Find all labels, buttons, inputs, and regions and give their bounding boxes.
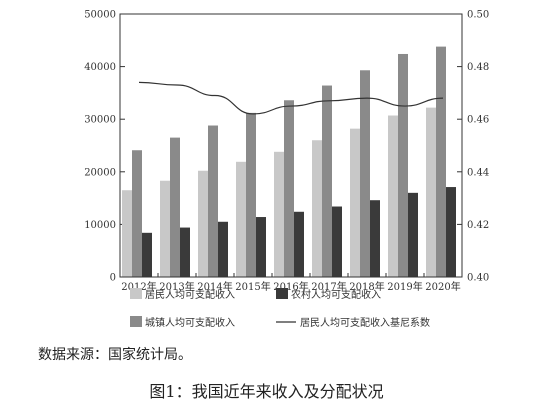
- right-tick-label: 0.44: [467, 167, 489, 178]
- gini-line-series: [138, 81, 444, 115]
- x-tick-label: 2019年: [387, 280, 422, 293]
- left-tick-label: 40000: [84, 62, 116, 73]
- legend-label: 城镇人均可支配收入: [145, 316, 235, 329]
- bar: [208, 125, 218, 278]
- figure-caption: 图1：我国近年来收入及分配状况: [149, 382, 384, 401]
- bar: [218, 221, 228, 277]
- legend-swatch: [276, 288, 288, 299]
- bar: [446, 187, 456, 277]
- bar: [256, 217, 266, 277]
- plot-frame: [119, 13, 463, 278]
- bar: [294, 211, 304, 277]
- bar: [274, 151, 284, 277]
- data-source-note: 数据来源：国家统计局。: [38, 347, 192, 363]
- bar-series: [122, 46, 456, 278]
- x-axis: 2012年 2013年 2014年 2015年 2016年 2017年 2018年 2019年…: [121, 273, 461, 293]
- x-tick-label: 2020年: [425, 280, 460, 293]
- bar: [350, 128, 360, 277]
- bar: [426, 107, 436, 278]
- bar: [370, 200, 380, 277]
- legend-label: 居民人均可支配收入基尼系数: [300, 316, 430, 329]
- right-tick-label: 0.46: [467, 115, 489, 126]
- bar: [388, 115, 398, 277]
- right-tick-label: 0.48: [467, 62, 489, 73]
- bar: [246, 112, 256, 277]
- x-tick-label: 2017年: [311, 280, 346, 293]
- bar: [312, 140, 322, 277]
- left-y-axis: 0 10000 20000 30000 40000 50000: [84, 10, 125, 284]
- left-tick-label: 50000: [84, 10, 116, 21]
- legend-swatch: [130, 316, 142, 327]
- bar: [132, 150, 142, 277]
- right-tick-label: 0.50: [467, 10, 489, 21]
- x-tick-label: 2013年: [159, 280, 194, 293]
- bar: [284, 100, 294, 277]
- bar: [160, 180, 170, 277]
- left-tick-label: 10000: [84, 220, 116, 231]
- left-tick-label: 0: [110, 273, 116, 284]
- x-tick-label: 2015年: [235, 280, 270, 293]
- income-chart: 0 10000 20000 30000 40000 50000 0.40 0.42 0.44 0…: [84, 10, 489, 330]
- gini-line: [138, 81, 444, 115]
- bar: [142, 232, 152, 277]
- bar: [122, 190, 132, 277]
- bar: [180, 227, 190, 277]
- x-tick-label: 2014年: [197, 280, 232, 293]
- bar: [170, 137, 180, 277]
- right-tick-label: 0.42: [467, 220, 489, 231]
- x-tick-label: 2018年: [349, 280, 384, 293]
- bar: [332, 206, 342, 277]
- left-tick-label: 20000: [84, 167, 116, 178]
- bar: [360, 70, 370, 277]
- legend-swatch: [130, 288, 142, 299]
- left-tick-label: 30000: [84, 115, 116, 126]
- right-tick-label: 0.40: [467, 273, 489, 284]
- bar: [322, 85, 332, 277]
- legend-label: 居民人均可支配收入: [145, 288, 235, 301]
- bar: [198, 170, 208, 277]
- bar: [408, 192, 418, 277]
- legend-label: 农村人均可支配收入: [291, 288, 381, 301]
- bar: [398, 53, 408, 278]
- bar: [436, 46, 446, 277]
- bar: [236, 161, 246, 277]
